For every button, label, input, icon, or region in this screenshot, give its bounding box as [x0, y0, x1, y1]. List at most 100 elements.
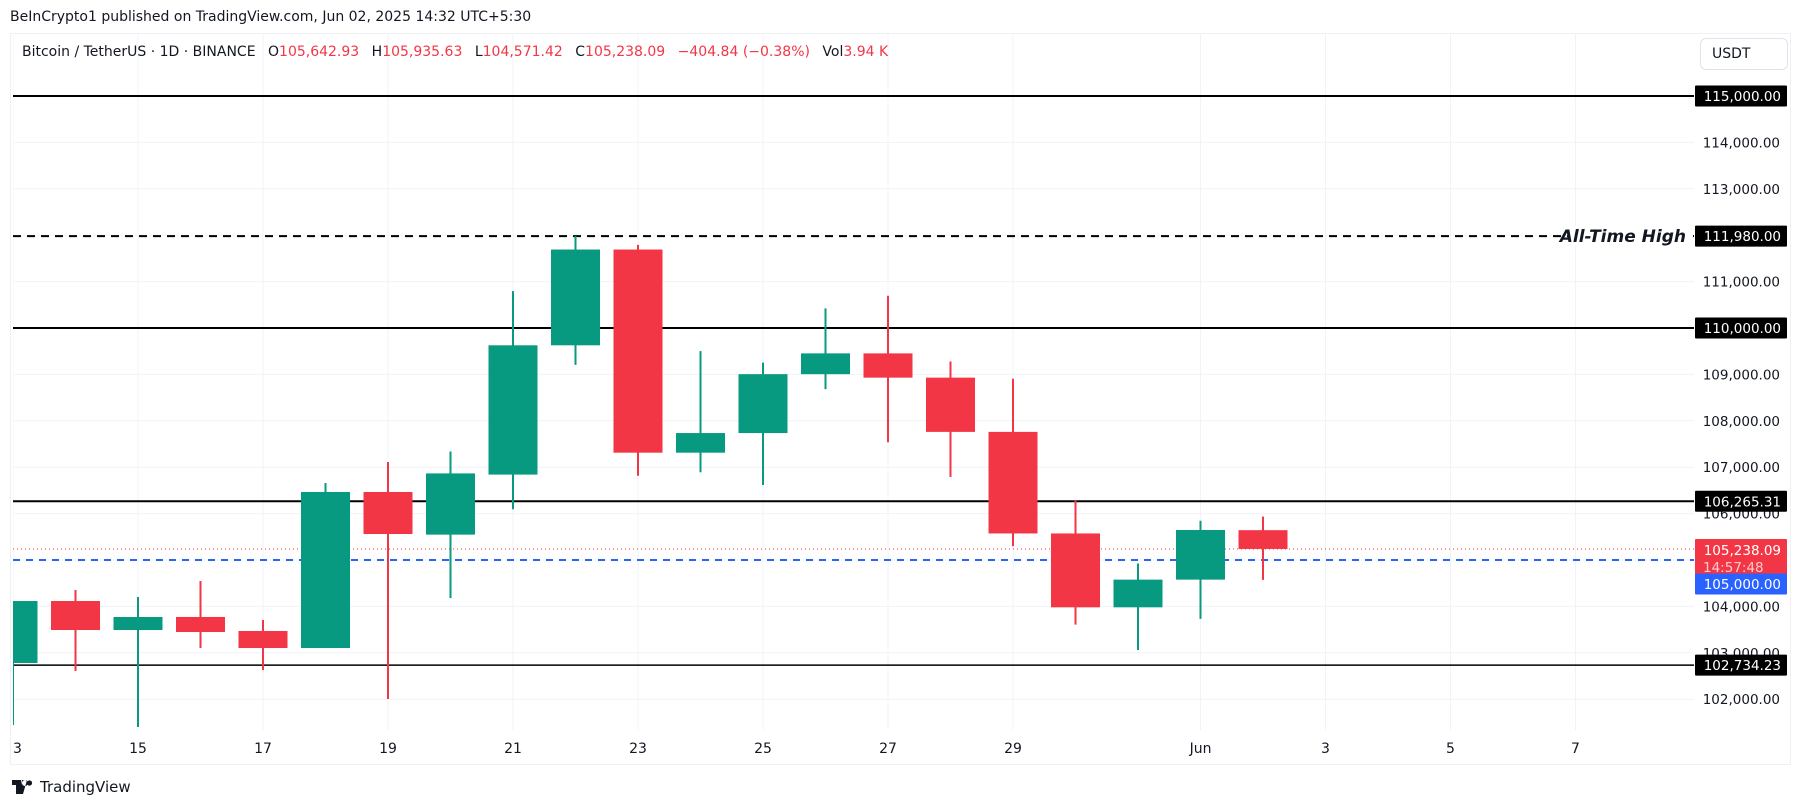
x-tick-label: 3 — [1321, 741, 1330, 757]
candle-body — [13, 601, 38, 664]
candle — [1238, 516, 1288, 580]
x-tick-label: 7 — [1571, 741, 1580, 757]
x-tick-label: Jun — [1189, 741, 1212, 757]
candle-body — [113, 616, 163, 631]
candle-body — [738, 374, 788, 434]
candle — [926, 361, 975, 477]
annotation-bg — [1570, 226, 1692, 247]
candle-body — [801, 353, 850, 375]
candle-body — [238, 630, 288, 649]
level-price-label: 111,980.00 — [1704, 229, 1781, 245]
currency-button[interactable]: USDT — [1700, 38, 1788, 70]
y-tick-label: 114,000.00 — [1703, 135, 1780, 151]
candle — [301, 482, 350, 649]
ath-annotation: All-Time High — [1558, 227, 1686, 247]
chart-frame — [10, 33, 1791, 765]
candle-body — [926, 377, 975, 432]
candle — [51, 590, 100, 671]
open-label: O — [268, 44, 280, 60]
candle — [13, 601, 38, 725]
candle-body — [51, 601, 100, 631]
candle — [426, 451, 475, 599]
close-value: 105,238.09 — [585, 44, 666, 60]
level-price-label: 106,265.31 — [1704, 494, 1781, 510]
y-tick-label: 102,000.00 — [1703, 692, 1780, 708]
tradingview-logo-icon — [12, 780, 33, 794]
footer-brand: TradingView — [40, 778, 131, 796]
close-label: C — [575, 44, 586, 60]
x-tick-label: 17 — [254, 741, 272, 757]
symbol-legend: Bitcoin / TetherUS · 1D · BINANCE O105,6… — [22, 44, 888, 60]
change-value: −404.84 (−0.38%) — [677, 44, 810, 60]
candle — [1176, 520, 1225, 619]
low-value: 104,571.42 — [482, 44, 563, 60]
candle-body — [488, 345, 538, 475]
candle-body — [676, 433, 725, 453]
level-price-label: 110,000.00 — [1704, 321, 1781, 337]
y-tick-label: 107,000.00 — [1703, 460, 1780, 476]
candle-body — [363, 491, 413, 535]
candle — [863, 295, 913, 443]
candle-body — [1238, 530, 1288, 549]
high-label: H — [371, 44, 383, 60]
candle — [613, 244, 663, 476]
volume-value: 3.94 K — [843, 44, 889, 60]
candle-body — [301, 491, 350, 649]
candle — [988, 378, 1038, 547]
x-tick-label: 29 — [1004, 741, 1022, 757]
plot-area: All-Time High — [13, 34, 1694, 730]
level-price-label-bg — [1695, 490, 1787, 512]
high-value: 105,935.63 — [382, 44, 463, 60]
candle — [363, 462, 413, 700]
level-price-label-bg — [1695, 654, 1787, 676]
level-price-label: 115,000.00 — [1704, 89, 1781, 105]
y-tick-label: 108,000.00 — [1703, 414, 1780, 430]
candle — [238, 619, 288, 671]
candle — [113, 596, 163, 727]
x-tick-label: 27 — [879, 741, 897, 757]
candle-body — [613, 249, 663, 453]
x-tick-label: 5 — [1446, 741, 1455, 757]
x-tick-label: 23 — [629, 741, 647, 757]
low-label: L — [474, 44, 483, 60]
x-tick-label: 19 — [379, 741, 397, 757]
candle-body — [1051, 533, 1100, 608]
x-axis: 13 15 17 19 21 23 25 27 29 Jun 3 5 7 — [4, 741, 1580, 757]
candle — [551, 236, 600, 365]
level-price-label-bg — [1695, 225, 1787, 247]
y-tick-label: 113,000.00 — [1703, 182, 1780, 198]
y-tick-label: 104,000.00 — [1703, 599, 1780, 615]
last-price-label-countdown: 14:57:48 — [1703, 560, 1764, 576]
candle — [176, 581, 225, 649]
candle-body — [988, 431, 1038, 534]
candle-body — [426, 473, 475, 535]
candle-body — [176, 616, 225, 633]
open-value: 105,642.93 — [279, 44, 360, 60]
x-tick-label: 21 — [504, 741, 522, 757]
candle — [801, 308, 850, 390]
publisher-info: BeInCrypto1 published on TradingView.com… — [10, 9, 532, 25]
alert-price-label: 105,000.00 — [1704, 577, 1781, 593]
candle-body — [863, 353, 913, 378]
x-tick-label: 25 — [754, 741, 772, 757]
level-price-label: 102,734.23 — [1704, 658, 1781, 674]
candle-body — [551, 249, 600, 346]
candle — [1113, 563, 1163, 651]
candle — [676, 351, 725, 473]
last-price-label: 105,238.09 — [1704, 543, 1781, 559]
x-tick-label: 13 — [4, 741, 22, 757]
level-price-label-bg — [1695, 317, 1787, 339]
last-price-label-bg — [1695, 538, 1787, 577]
y-tick-label: 109,000.00 — [1703, 367, 1780, 383]
alert-price-label-bg — [1695, 573, 1787, 595]
candle — [738, 362, 788, 485]
volume-label: Vol — [822, 44, 844, 60]
y-tick-label: 111,000.00 — [1703, 275, 1780, 291]
tradingview-logo[interactable]: TradingView — [12, 778, 131, 796]
candle — [1051, 499, 1100, 625]
candle-body — [1113, 579, 1163, 608]
symbol-name[interactable]: Bitcoin / TetherUS · 1D · BINANCE — [22, 44, 256, 60]
level-price-label-bg — [1695, 85, 1787, 107]
candle-body — [1176, 529, 1225, 580]
